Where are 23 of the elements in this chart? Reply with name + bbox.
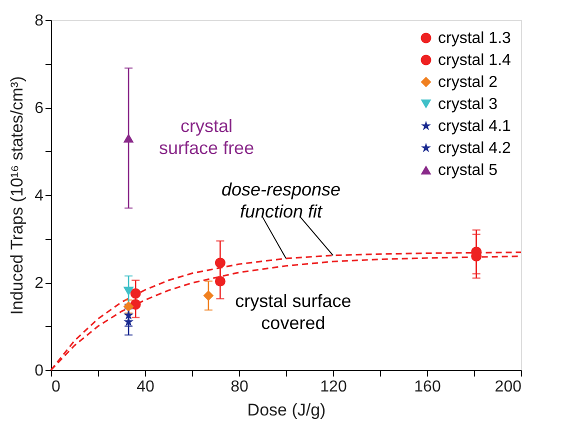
legend-label: crystal 5 [438, 162, 498, 179]
x-tick-label: 0 [52, 378, 60, 396]
x-axis-title: Dose (J/g) [247, 400, 326, 420]
annotation: crystal surface free [159, 116, 254, 158]
legend-label: crystal 4.2 [438, 140, 512, 157]
x-tick-label: 80 [230, 378, 248, 396]
legend-label: crystal 4.1 [438, 118, 512, 135]
y-axis-title: Induced Traps (10¹⁶ states/cm³) [8, 76, 27, 315]
legend-label: crystal 3 [438, 96, 498, 113]
legend-label: crystal 1.3 [438, 30, 512, 47]
y-tick-label: 2 [34, 275, 44, 292]
annotation: crystal surface covered [235, 291, 352, 334]
x-tick-label: 200 [494, 378, 522, 396]
y-tick-label: 4 [34, 188, 44, 204]
y-tick-label: 6 [34, 100, 44, 117]
legend-label: crystal 1.4 [438, 52, 512, 69]
x-tick-label: 120 [320, 378, 347, 396]
annotation: dose-response function fit [221, 179, 341, 222]
y-tick-label: 8 [34, 12, 44, 30]
y-tick-label: 0 [34, 362, 44, 380]
x-tick-label: 160 [414, 378, 441, 396]
x-tick-label: 40 [136, 378, 154, 396]
legend-label: crystal 2 [438, 74, 498, 91]
